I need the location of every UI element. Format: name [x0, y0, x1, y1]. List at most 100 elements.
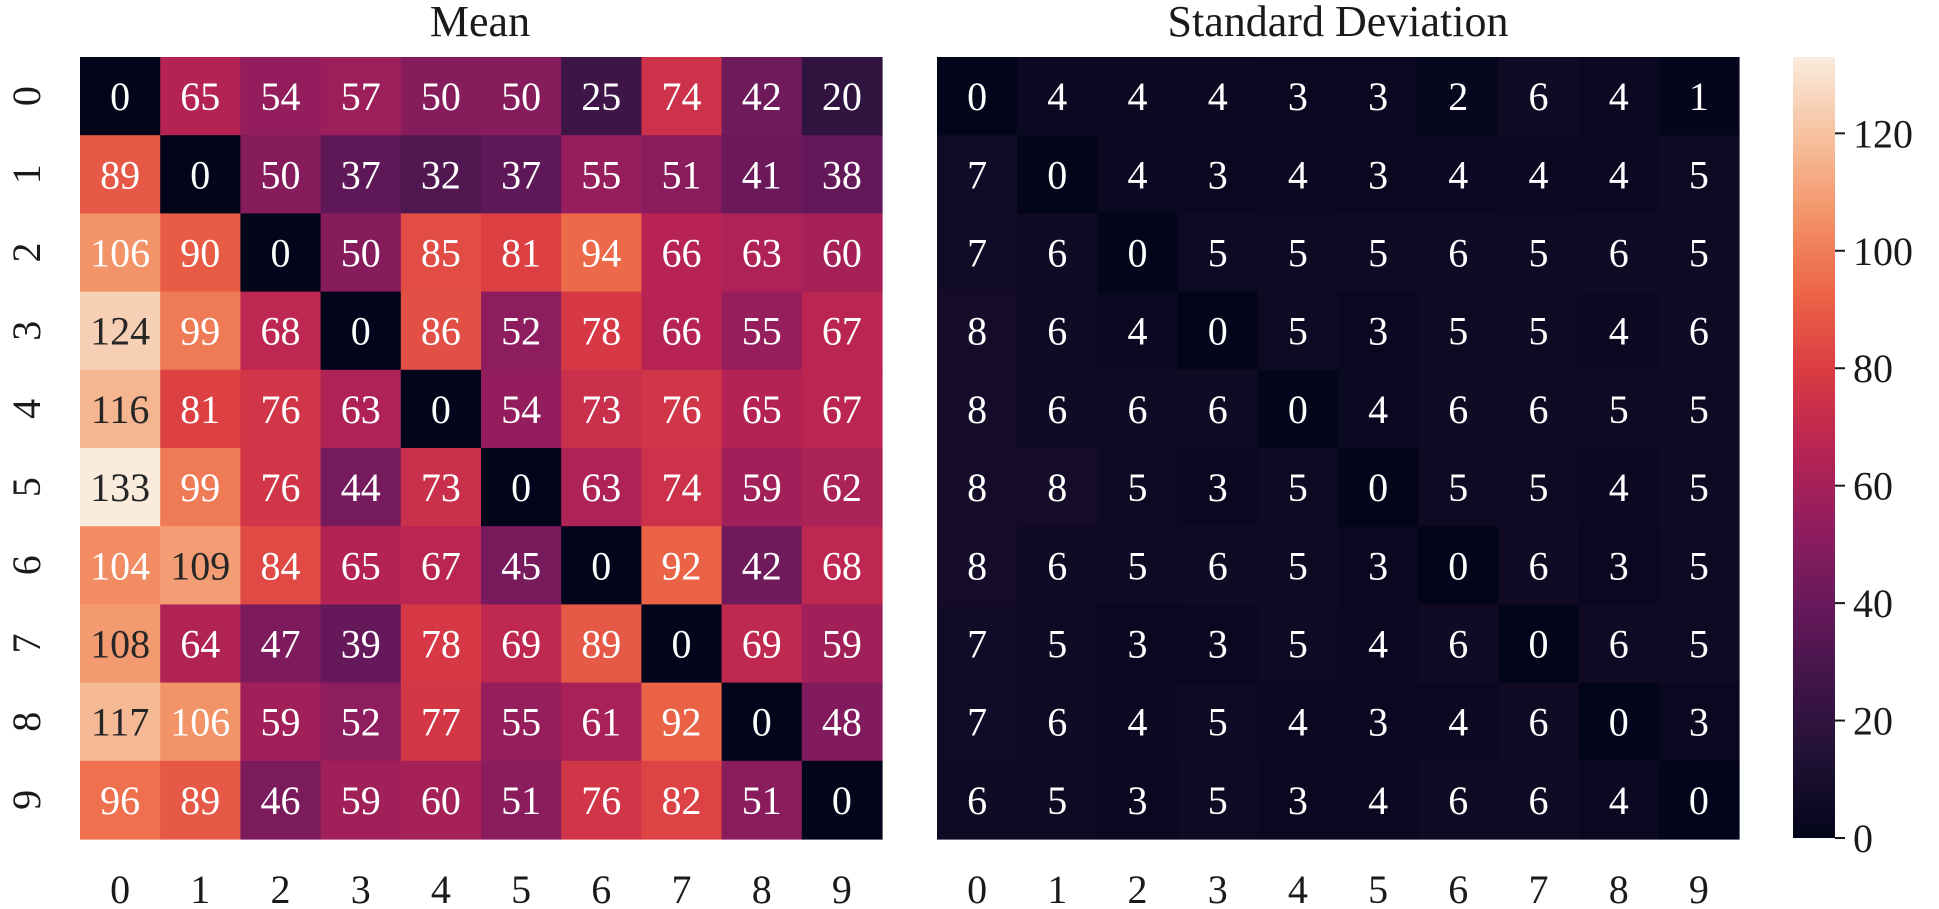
std-cell-label-4-4: 0	[1288, 387, 1308, 432]
mean-cell-label-2-1: 90	[180, 231, 220, 276]
mean-cell-label-1-0: 89	[100, 152, 140, 197]
mean-cell-5-3	[320, 448, 402, 527]
mean-cell-label-6-6: 0	[591, 543, 611, 588]
mean-cell-label-0-2: 54	[261, 74, 301, 119]
std-cell-label-5-2: 5	[1128, 465, 1148, 510]
mean-x-tick-3: 3	[351, 867, 371, 909]
std-cell-1-5	[1338, 135, 1419, 214]
mean-cell-label-1-1: 0	[190, 152, 210, 197]
std-cell-label-6-5: 3	[1368, 543, 1388, 588]
mean-cell-label-7-2: 47	[261, 622, 301, 667]
std-cell-1-6	[1418, 135, 1499, 214]
mean-cell-label-7-0: 108	[90, 622, 150, 667]
mean-cell-label-4-1: 81	[180, 387, 220, 432]
mean-cell-label-2-6: 94	[581, 231, 621, 276]
std-cell-label-5-9: 5	[1689, 465, 1709, 510]
std-cell-5-5	[1338, 448, 1419, 527]
std-cell-8-1	[1017, 682, 1098, 762]
std-cell-label-7-6: 6	[1448, 622, 1468, 667]
mean-cell-label-5-5: 0	[511, 465, 531, 510]
std-cell-9-7	[1498, 760, 1580, 840]
mean-cell-label-6-2: 84	[261, 543, 301, 588]
std-x-tick-2: 2	[1128, 867, 1148, 909]
mean-cell-7-1	[160, 604, 241, 684]
mean-cell-6-6	[561, 526, 642, 605]
mean-cell-label-1-2: 50	[261, 152, 301, 197]
mean-cell-label-5-4: 73	[421, 465, 461, 510]
std-cell-label-4-7: 6	[1529, 387, 1549, 432]
std-cell-label-0-1: 4	[1047, 74, 1067, 119]
std-cell-label-1-2: 4	[1128, 152, 1148, 197]
std-cell-label-4-2: 6	[1128, 387, 1148, 432]
mean-cell-label-8-9: 48	[822, 700, 862, 745]
mean-cell-label-3-5: 52	[501, 309, 541, 354]
std-cell-label-0-2: 4	[1128, 74, 1148, 119]
mean-cell-label-5-1: 99	[180, 465, 220, 510]
mean-cell-label-0-8: 42	[742, 74, 782, 119]
std-x-tick-7: 7	[1529, 867, 1549, 909]
mean-cell-4-0	[80, 369, 161, 449]
mean-cell-3-4	[400, 291, 482, 371]
mean-cell-5-6	[561, 448, 642, 527]
std-cell-label-0-4: 3	[1288, 74, 1308, 119]
mean-cell-8-1	[160, 682, 241, 762]
std-cell-label-3-4: 5	[1288, 309, 1308, 354]
mean-cell-9-4	[400, 760, 482, 840]
std-cell-2-1	[1017, 213, 1098, 293]
std-cell-label-9-4: 3	[1288, 778, 1308, 823]
mean-cell-label-4-6: 73	[581, 387, 621, 432]
std-cell-label-6-4: 5	[1288, 543, 1308, 588]
mean-cell-label-2-3: 50	[341, 231, 381, 276]
std-cell-label-0-3: 4	[1208, 74, 1228, 119]
std-cell-label-9-7: 6	[1529, 778, 1549, 823]
std-cell-label-0-5: 3	[1368, 74, 1388, 119]
std-cell-5-1	[1017, 448, 1098, 527]
colorbar-tick-label-2: 40	[1853, 581, 1893, 626]
std-cell-6-6	[1418, 526, 1499, 605]
mean-cell-label-1-5: 37	[501, 152, 541, 197]
mean-cell-3-3	[320, 291, 402, 371]
mean-cell-label-4-9: 67	[822, 387, 862, 432]
std-cell-label-8-3: 5	[1208, 700, 1228, 745]
std-cell-label-9-2: 3	[1128, 778, 1148, 823]
mean-cell-8-3	[320, 682, 402, 762]
std-cell-2-7	[1498, 213, 1580, 293]
mean-cell-label-6-8: 42	[742, 543, 782, 588]
std-cell-label-5-8: 4	[1609, 465, 1629, 510]
mean-cell-label-2-8: 63	[742, 231, 782, 276]
std-cell-2-5	[1338, 213, 1419, 293]
mean-cell-2-9	[801, 213, 883, 293]
std-cell-label-2-5: 5	[1368, 231, 1388, 276]
std-cell-label-5-4: 5	[1288, 465, 1308, 510]
colorbar-tick-label-3: 60	[1853, 464, 1893, 509]
std-cell-1-7	[1498, 135, 1580, 214]
std-cell-label-8-6: 4	[1448, 700, 1468, 745]
std-cell-8-9	[1658, 682, 1740, 762]
mean-cell-7-8	[721, 604, 803, 684]
std-x-tick-0: 0	[967, 867, 987, 909]
mean-cell-8-7	[641, 682, 723, 762]
std-cell-1-4	[1257, 135, 1339, 214]
mean-y-tick-8: 8	[4, 712, 49, 732]
std-cell-label-8-1: 6	[1047, 700, 1067, 745]
mean-cell-6-3	[320, 526, 402, 605]
std-cell-9-1	[1017, 760, 1098, 840]
std-cell-7-4	[1257, 604, 1339, 684]
std-cell-6-3	[1177, 526, 1259, 605]
mean-cell-4-7	[641, 369, 723, 449]
std-cell-label-7-5: 4	[1368, 622, 1388, 667]
mean-cell-label-8-4: 77	[421, 700, 461, 745]
mean-cell-label-7-6: 89	[581, 622, 621, 667]
std-cell-label-2-4: 5	[1288, 231, 1308, 276]
mean-cell-0-8	[721, 57, 803, 136]
colorbar-tick-label-0: 0	[1853, 816, 1873, 861]
std-cell-label-4-5: 4	[1368, 387, 1388, 432]
mean-cell-9-2	[240, 760, 322, 840]
std-cell-label-2-8: 6	[1609, 231, 1629, 276]
mean-cell-label-5-6: 63	[581, 465, 621, 510]
mean-cell-1-4	[400, 135, 482, 214]
mean-x-tick-9: 9	[832, 867, 852, 909]
mean-cell-6-8	[721, 526, 803, 605]
std-cell-label-0-0: 0	[967, 74, 987, 119]
mean-y-tick-5: 5	[4, 477, 49, 497]
